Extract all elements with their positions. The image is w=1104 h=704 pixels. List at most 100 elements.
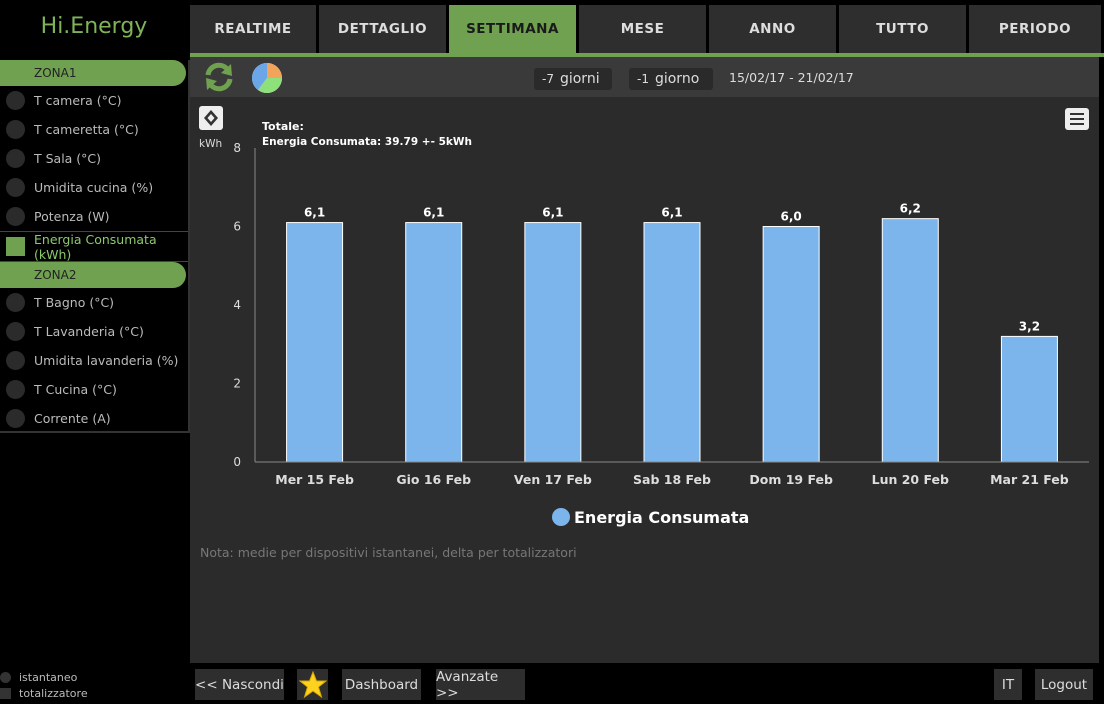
sidebar-item-label: T cameretta (°C): [34, 122, 139, 137]
bar[interactable]: [1000, 335, 1058, 463]
reset-zoom-button[interactable]: [199, 106, 223, 130]
y-tick-label: 2: [233, 377, 241, 391]
tab-underline: [190, 53, 1104, 57]
data-label: 6,0: [781, 210, 802, 224]
tab-settimana[interactable]: SETTIMANA: [449, 5, 576, 53]
sidebar-item-label: T Lavanderia (°C): [34, 324, 144, 339]
legend-total-label: totalizzatore: [19, 686, 88, 700]
data-label: 6,2: [900, 202, 921, 216]
data-label: 6,1: [542, 206, 563, 220]
instant-dot-icon: [6, 322, 25, 341]
legend-dot-icon: [552, 508, 570, 526]
chart-menu-icon[interactable]: [1065, 108, 1089, 130]
bars: 6,1 6,1 6,1 6,1 6,0 6,2 3,2: [286, 202, 1058, 463]
total-square-icon: [6, 237, 25, 256]
sidebar-item-t-cameretta[interactable]: T cameretta (°C): [0, 115, 188, 144]
period-tabs: REALTIME DETTAGLIO SETTIMANA MESE ANNO T…: [190, 5, 1104, 53]
sidebar: ZONA1 T camera (°C) T cameretta (°C) T S…: [0, 60, 190, 433]
sidebar-item-label: Corrente (A): [34, 411, 111, 426]
pie-chart-icon[interactable]: [250, 61, 284, 95]
bar[interactable]: [524, 222, 582, 463]
tab-realtime[interactable]: REALTIME: [190, 5, 316, 53]
toolbar: -7 giorni -1 giorno 15/02/17 - 21/02/17: [190, 57, 1099, 97]
y-axis: 0 2 4 6 8: [233, 141, 256, 469]
sidebar-item-label: T Bagno (°C): [34, 295, 115, 310]
sidebar-item-label: T Cucina (°C): [34, 382, 117, 397]
legend-instant-label: istantaneo: [19, 670, 78, 684]
bar[interactable]: [643, 222, 701, 463]
logout-button[interactable]: Logout: [1035, 669, 1093, 700]
bar[interactable]: [405, 222, 463, 463]
tab-anno[interactable]: ANNO: [709, 5, 836, 53]
y-tick-label: 0: [233, 455, 241, 469]
instant-dot-icon: [0, 671, 11, 683]
x-tick-label: Dom 19 Feb: [749, 472, 833, 487]
data-label: 6,1: [423, 206, 444, 220]
star-icon: [298, 671, 327, 698]
instant-dot-icon: [6, 380, 25, 399]
x-axis: Mer 15 Feb Gio 16 Feb Ven 17 Feb Sab 18 Feb…: [255, 461, 1089, 487]
minus-1-day-button[interactable]: -1 giorno: [629, 68, 713, 90]
sidebar-item-t-lavanderia[interactable]: T Lavanderia (°C): [0, 317, 188, 346]
app-logo: Hi.Energy: [40, 14, 148, 39]
sidebar-item-t-camera[interactable]: T camera (°C): [0, 86, 188, 115]
sidebar-item-corrente[interactable]: Corrente (A): [0, 404, 188, 433]
date-range: 15/02/17 - 21/02/17: [729, 70, 854, 85]
sidebar-item-t-sala[interactable]: T Sala (°C): [0, 144, 188, 173]
y-axis-label: kWh: [199, 138, 222, 150]
instant-dot-icon: [6, 91, 25, 110]
tab-mese[interactable]: MESE: [579, 5, 706, 53]
dashboard-button[interactable]: Dashboard: [342, 669, 421, 700]
x-tick-label: Lun 20 Feb: [872, 472, 949, 487]
sidebar-item-label: Potenza (W): [34, 209, 110, 224]
minus-7-num: -7: [542, 72, 554, 86]
chart-legend[interactable]: Energia Consumata: [552, 508, 749, 527]
chart-title: Totale:: [262, 120, 304, 133]
bar[interactable]: [286, 222, 344, 463]
minus-1-num: -1: [637, 72, 649, 86]
advanced-button[interactable]: Avanzate >>: [436, 669, 525, 701]
sidebar-item-umidita-lavanderia[interactable]: Umidita lavanderia (%): [0, 346, 188, 375]
minus-1-label: giorno: [654, 71, 700, 87]
instant-dot-icon: [6, 120, 25, 139]
instant-dot-icon: [6, 293, 25, 312]
x-tick-label: Mar 21 Feb: [990, 472, 1069, 487]
sidebar-item-umidita-cucina[interactable]: Umidita cucina (%): [0, 173, 188, 202]
device-legend: istantaneo totalizzatore: [0, 669, 88, 701]
x-tick-label: Mer 15 Feb: [275, 472, 354, 487]
tab-dettaglio[interactable]: DETTAGLIO: [319, 5, 446, 53]
instant-dot-icon: [6, 178, 25, 197]
sidebar-item-potenza[interactable]: Potenza (W): [0, 202, 188, 231]
y-tick-label: 4: [233, 298, 241, 312]
zone-header-2: ZONA2: [0, 262, 186, 288]
instant-dot-icon: [6, 207, 25, 226]
sidebar-item-label: Umidita lavanderia (%): [34, 353, 179, 368]
sidebar-item-energia-consumata[interactable]: Energia Consumata (kWh): [0, 231, 188, 262]
minus-7-days-button[interactable]: -7 giorni: [534, 68, 612, 90]
favorite-star-button[interactable]: [297, 669, 328, 700]
y-tick-label: 8: [233, 141, 241, 155]
bar[interactable]: [762, 226, 820, 463]
main-panel: -7 giorni -1 giorno 15/02/17 - 21/02/17 To…: [190, 57, 1099, 663]
instant-dot-icon: [6, 351, 25, 370]
hide-sidebar-button[interactable]: << Nascondi: [195, 669, 284, 700]
sidebar-item-label: Umidita cucina (%): [34, 180, 154, 195]
bar[interactable]: [881, 218, 939, 463]
data-label: 6,1: [304, 206, 325, 220]
tab-tutto[interactable]: TUTTO: [839, 5, 966, 53]
tab-periodo[interactable]: PERIODO: [969, 5, 1101, 53]
data-label: 6,1: [661, 206, 682, 220]
zone-header-1: ZONA1: [0, 60, 186, 86]
sidebar-item-t-bagno[interactable]: T Bagno (°C): [0, 288, 188, 317]
data-label: 3,2: [1019, 319, 1040, 333]
language-button[interactable]: IT: [994, 669, 1022, 700]
y-tick-label: 6: [233, 220, 241, 234]
x-tick-label: Sab 18 Feb: [633, 472, 711, 487]
refresh-icon[interactable]: [202, 61, 236, 93]
chart-area: Totale: Energia Consumata: 39.79 +- 5kWh…: [190, 97, 1099, 567]
total-square-icon: [0, 687, 11, 699]
minus-7-label: giorni: [559, 71, 600, 87]
legend-instant: istantaneo: [0, 669, 88, 685]
instant-dot-icon: [6, 149, 25, 168]
sidebar-item-t-cucina[interactable]: T Cucina (°C): [0, 375, 188, 404]
